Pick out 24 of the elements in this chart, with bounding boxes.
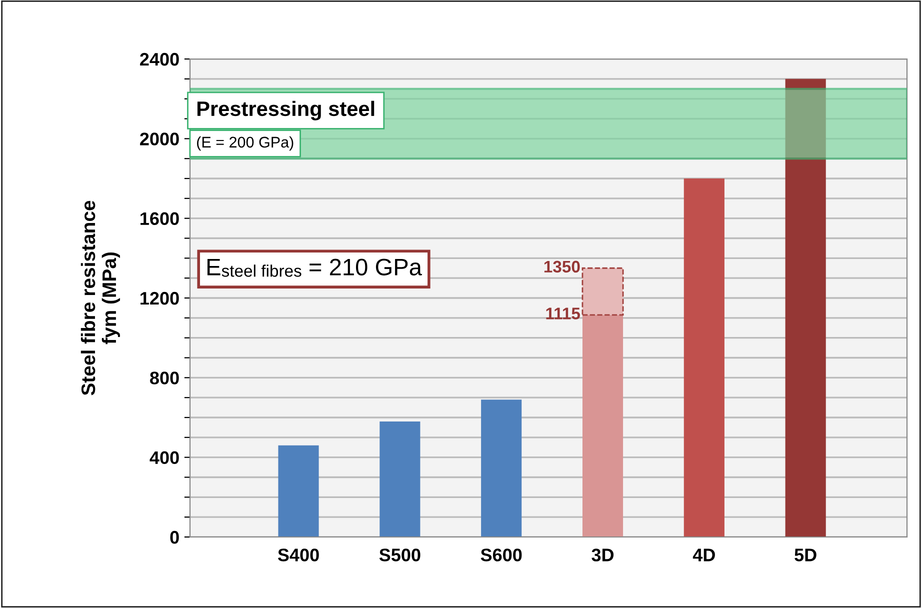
bar [582,314,624,537]
bar [582,267,624,316]
bar [481,400,522,537]
y-tick-label: 2400 [140,52,179,66]
x-tick-label: S500 [379,548,420,562]
y-tick-label: 2000 [140,132,179,146]
annotation: (E = 200 GPa) [197,136,294,151]
y-axis-title: Steel fibre resistance fym (MPa) [80,200,120,396]
bar [684,178,724,537]
annotation: 1115 [546,308,580,320]
annotation: 1350 [544,260,580,273]
x-tick-label: 3D [592,548,614,562]
band-label: Prestressing steel [197,100,374,120]
y-tick-label: 0 [170,530,179,544]
y-tick-label: 1200 [140,292,179,305]
x-tick-label: 5D [794,548,816,562]
x-tick-label: S400 [278,548,319,562]
bar [278,445,319,537]
y-tick-label: 800 [150,372,179,384]
x-tick-label: 4D [692,548,715,562]
bar [380,421,420,537]
y-tick-label: 1600 [140,212,179,226]
x-tick-label: S600 [480,548,522,562]
y-tick-label: 400 [150,451,179,464]
